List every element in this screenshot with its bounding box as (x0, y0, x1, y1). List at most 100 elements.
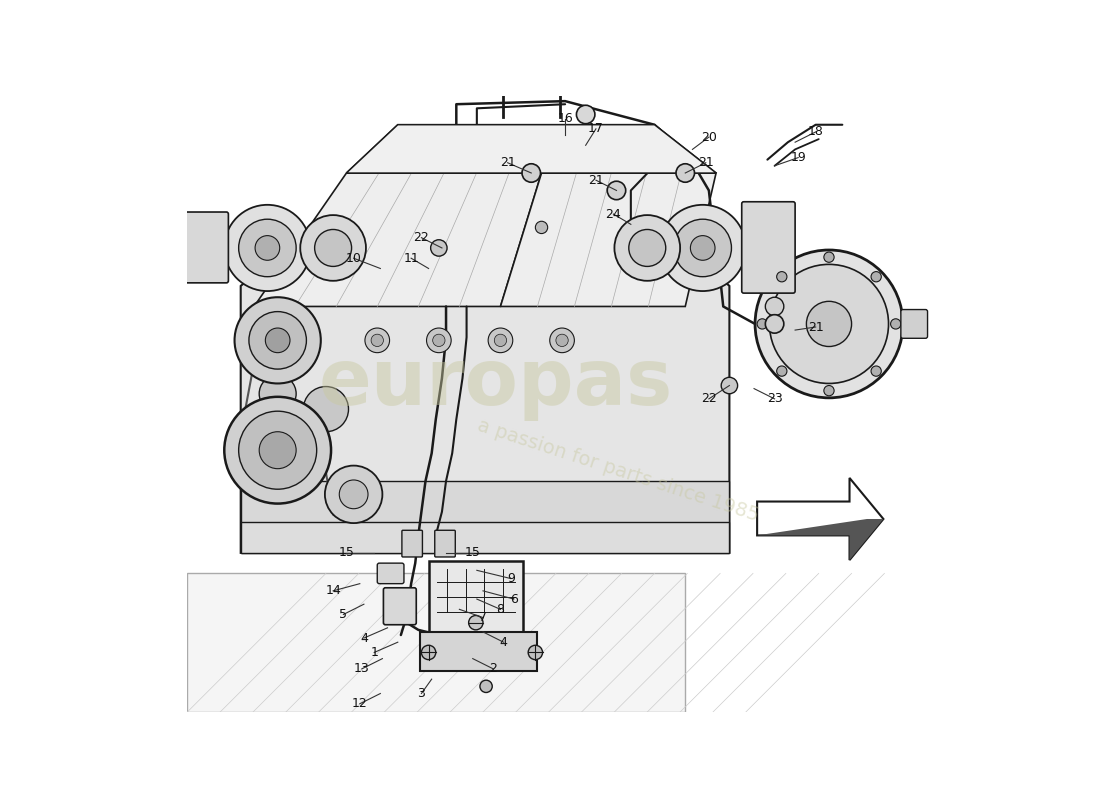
Text: 14: 14 (326, 584, 341, 598)
Circle shape (494, 334, 507, 346)
Circle shape (824, 252, 834, 262)
Circle shape (421, 646, 436, 660)
Circle shape (469, 615, 483, 630)
Circle shape (239, 219, 296, 277)
Circle shape (676, 164, 694, 182)
Circle shape (871, 366, 881, 376)
Text: 3: 3 (418, 687, 426, 700)
Circle shape (806, 302, 851, 346)
Polygon shape (241, 224, 729, 553)
Circle shape (722, 378, 738, 394)
Circle shape (432, 334, 446, 346)
Text: 19: 19 (790, 151, 806, 164)
Circle shape (255, 236, 279, 260)
Text: 17: 17 (588, 122, 604, 135)
Circle shape (871, 271, 881, 282)
Polygon shape (241, 522, 729, 553)
Circle shape (691, 236, 715, 260)
Circle shape (265, 328, 290, 353)
Text: 2: 2 (490, 662, 497, 675)
Polygon shape (241, 481, 729, 553)
Circle shape (757, 318, 768, 329)
Circle shape (824, 386, 834, 396)
Text: 23: 23 (767, 392, 782, 406)
Circle shape (615, 215, 680, 281)
Circle shape (365, 328, 389, 353)
FancyBboxPatch shape (429, 561, 522, 635)
Text: 13: 13 (354, 662, 370, 675)
Circle shape (550, 328, 574, 353)
FancyBboxPatch shape (434, 530, 455, 557)
Polygon shape (757, 519, 883, 560)
Circle shape (766, 314, 784, 333)
Circle shape (766, 298, 784, 316)
Circle shape (224, 397, 331, 503)
Text: europas: europas (318, 346, 672, 422)
Text: 7: 7 (478, 611, 487, 624)
Text: 4: 4 (360, 631, 367, 645)
FancyBboxPatch shape (185, 212, 229, 283)
Circle shape (777, 271, 786, 282)
Polygon shape (254, 173, 541, 306)
Text: 24: 24 (605, 207, 621, 221)
Text: 15: 15 (465, 546, 481, 559)
Circle shape (260, 432, 296, 469)
Text: 6: 6 (510, 593, 518, 606)
Text: 21: 21 (807, 321, 824, 334)
Polygon shape (500, 173, 716, 306)
Text: 10: 10 (345, 252, 362, 265)
FancyBboxPatch shape (741, 202, 795, 293)
Text: 20: 20 (701, 130, 717, 143)
Circle shape (607, 182, 626, 200)
Text: 1: 1 (371, 646, 378, 659)
Circle shape (371, 334, 384, 346)
FancyBboxPatch shape (384, 588, 416, 625)
Circle shape (249, 311, 307, 369)
Text: 15: 15 (339, 546, 354, 559)
Text: 9: 9 (507, 572, 515, 585)
Circle shape (260, 375, 296, 412)
Circle shape (777, 366, 786, 376)
Circle shape (239, 411, 317, 490)
FancyBboxPatch shape (901, 310, 927, 338)
Text: 21: 21 (588, 174, 604, 186)
Text: 5: 5 (340, 608, 348, 621)
Circle shape (576, 106, 595, 124)
Circle shape (522, 164, 540, 182)
Text: 11: 11 (404, 252, 419, 265)
Text: 21: 21 (697, 156, 714, 170)
Circle shape (339, 480, 369, 509)
Text: 21: 21 (499, 156, 516, 170)
FancyBboxPatch shape (420, 632, 538, 671)
Circle shape (224, 205, 310, 291)
FancyBboxPatch shape (402, 530, 422, 557)
Circle shape (315, 230, 352, 266)
Text: 16: 16 (558, 112, 573, 125)
Circle shape (300, 215, 366, 281)
Circle shape (536, 222, 548, 234)
Circle shape (660, 205, 746, 291)
Polygon shape (346, 125, 716, 173)
Circle shape (488, 328, 513, 353)
Text: a passion for parts since 1985: a passion for parts since 1985 (475, 416, 761, 526)
Circle shape (427, 328, 451, 353)
Polygon shape (187, 574, 685, 712)
Circle shape (304, 386, 349, 432)
Circle shape (891, 318, 901, 329)
Circle shape (528, 646, 542, 660)
Text: 22: 22 (414, 231, 429, 244)
FancyBboxPatch shape (377, 563, 404, 584)
Text: 8: 8 (496, 603, 505, 616)
Circle shape (234, 298, 321, 383)
Circle shape (324, 466, 383, 523)
Polygon shape (757, 478, 883, 560)
Circle shape (769, 264, 889, 383)
Circle shape (674, 219, 732, 277)
Text: 12: 12 (352, 698, 367, 710)
Circle shape (480, 680, 492, 693)
Circle shape (255, 238, 267, 251)
Circle shape (430, 240, 447, 256)
Text: 4: 4 (499, 636, 507, 649)
Circle shape (755, 250, 903, 398)
Circle shape (629, 230, 666, 266)
